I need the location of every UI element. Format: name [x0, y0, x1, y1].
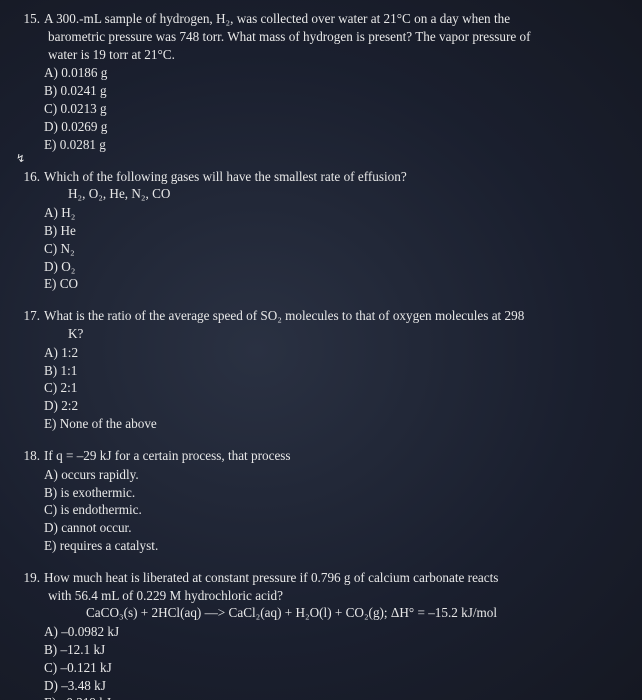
option-e: E) CO: [44, 275, 614, 293]
option-d: D) –3.48 kJ: [44, 677, 614, 695]
gas-list: H₂, O₂, He, N₂, CO: [44, 185, 614, 203]
options-list: A) H₂ B) He C) N₂ D) O₂ E) CO: [44, 204, 614, 293]
option-d: D) 2:2: [44, 397, 614, 415]
option-b: B) He: [44, 222, 614, 240]
options-list: A) 1:2 B) 1:1 C) 2:1 D) 2:2 E) None of t…: [44, 344, 614, 433]
question-number: 19.: [20, 569, 44, 587]
stem-line: What is the ratio of the average speed o…: [44, 308, 524, 323]
option-d: D) cannot occur.: [44, 519, 614, 537]
option-b: B) –12.1 kJ: [44, 641, 614, 659]
question-16: ↯ 16.Which of the following gases will h…: [44, 168, 614, 294]
option-a: A) 1:2: [44, 344, 614, 362]
question-number: 18.: [20, 447, 44, 465]
option-c: C) is endothermic.: [44, 501, 614, 519]
option-e: E) None of the above: [44, 415, 614, 433]
question-15: 15.A 300.-mL sample of hydrogen, H₂, was…: [44, 10, 614, 154]
options-list: A) –0.0982 kJ B) –12.1 kJ C) –0.121 kJ D…: [44, 623, 614, 700]
cursor-arrow-icon: ↯: [16, 152, 25, 167]
option-b: B) 1:1: [44, 362, 614, 380]
question-stem: 19.How much heat is liberated at constan…: [44, 569, 614, 622]
question-stem: 16.Which of the following gases will hav…: [44, 168, 614, 204]
option-e: E) –0.219 kJ: [44, 694, 614, 700]
option-c: C) –0.121 kJ: [44, 659, 614, 677]
stem-line: barometric pressure was 748 torr. What m…: [44, 28, 614, 46]
question-stem: 17.What is the ratio of the average spee…: [44, 307, 614, 343]
option-a: A) 0.0186 g: [44, 64, 614, 82]
question-number: 16.: [20, 168, 44, 186]
stem-line: If q = –29 kJ for a certain process, tha…: [44, 448, 291, 463]
question-stem: 15.A 300.-mL sample of hydrogen, H₂, was…: [44, 10, 614, 63]
question-17: 17.What is the ratio of the average spee…: [44, 307, 614, 433]
options-list: A) 0.0186 g B) 0.0241 g C) 0.0213 g D) 0…: [44, 64, 614, 153]
option-a: A) –0.0982 kJ: [44, 623, 614, 641]
stem-line: K?: [44, 325, 614, 343]
question-number: 17.: [20, 307, 44, 325]
stem-line: A 300.-mL sample of hydrogen, H₂, was co…: [44, 11, 510, 26]
option-d: D) 0.0269 g: [44, 118, 614, 136]
question-19: 19.How much heat is liberated at constan…: [44, 569, 614, 700]
option-c: C) 2:1: [44, 379, 614, 397]
option-e: E) 0.0281 g: [44, 136, 614, 154]
question-18: 18.If q = –29 kJ for a certain process, …: [44, 447, 614, 555]
options-list: A) occurs rapidly. B) is exothermic. C) …: [44, 466, 614, 555]
option-c: C) N₂: [44, 240, 614, 258]
option-e: E) requires a catalyst.: [44, 537, 614, 555]
question-stem: 18.If q = –29 kJ for a certain process, …: [44, 447, 614, 465]
option-b: B) is exothermic.: [44, 484, 614, 502]
option-b: B) 0.0241 g: [44, 82, 614, 100]
option-a: A) occurs rapidly.: [44, 466, 614, 484]
option-c: C) 0.0213 g: [44, 100, 614, 118]
stem-line: Which of the following gases will have t…: [44, 169, 407, 184]
option-d: D) O₂: [44, 258, 614, 276]
stem-line: How much heat is liberated at constant p…: [44, 570, 498, 585]
stem-line: water is 19 torr at 21°C.: [44, 46, 614, 64]
stem-line: with 56.4 mL of 0.229 M hydrochloric aci…: [44, 587, 614, 605]
chemical-equation: CaCO₃(s) + 2HCl(aq) —> CaCl₂(aq) + H₂O(l…: [44, 604, 614, 622]
option-a: A) H₂: [44, 204, 614, 222]
question-number: 15.: [20, 10, 44, 28]
exam-page: 15.A 300.-mL sample of hydrogen, H₂, was…: [0, 0, 642, 700]
